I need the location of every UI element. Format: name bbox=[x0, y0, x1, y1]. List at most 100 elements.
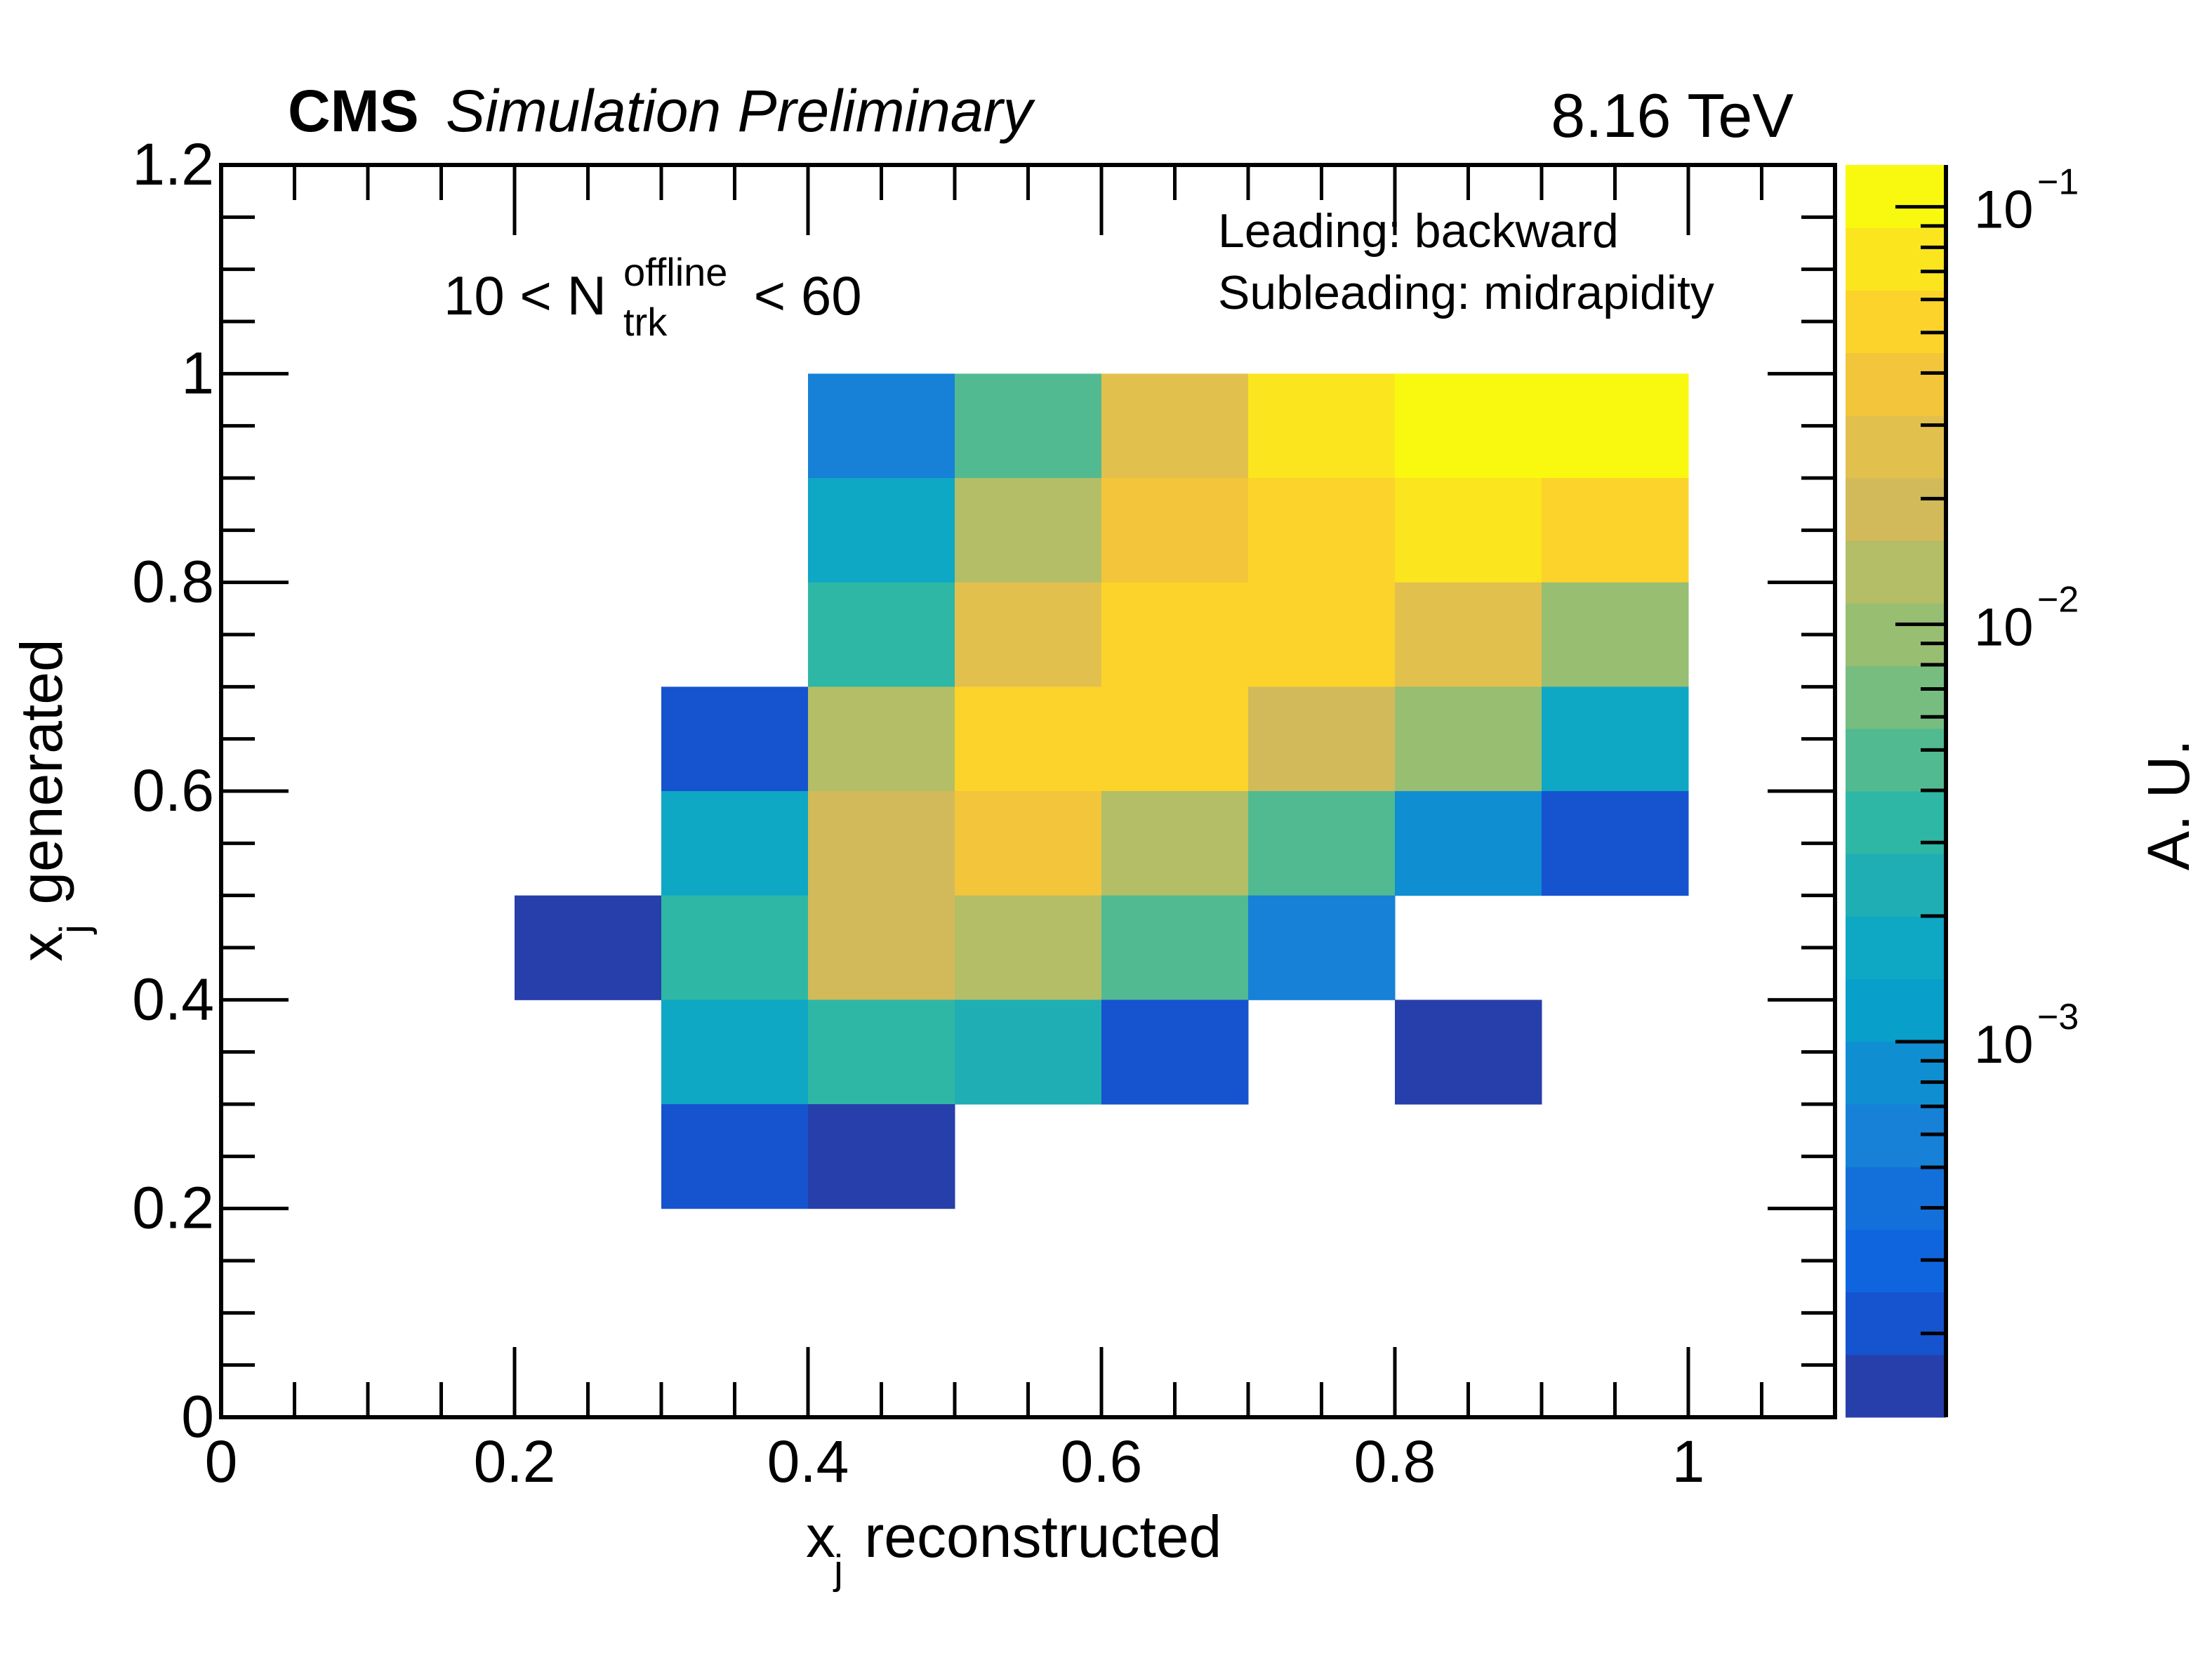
heatmap-cell bbox=[808, 687, 955, 792]
y-tick-label: 1.2 bbox=[132, 131, 214, 197]
multiplicity-prefix: 10 < N bbox=[444, 265, 607, 326]
heatmap-cell bbox=[1542, 791, 1689, 896]
heatmap-cell bbox=[1101, 478, 1249, 583]
y-tick-label: 0.6 bbox=[132, 757, 214, 823]
colorbar-band bbox=[1846, 1354, 1946, 1418]
heatmap-cell bbox=[808, 1104, 955, 1209]
colorbar-band bbox=[1846, 1167, 1946, 1230]
heatmap-cell bbox=[1542, 373, 1689, 479]
y-tick-label: 0.4 bbox=[132, 966, 214, 1032]
colorbar-band bbox=[1846, 979, 1946, 1042]
heatmap-cell bbox=[955, 478, 1102, 583]
heatmap-cell bbox=[1248, 478, 1396, 583]
colorbar-band bbox=[1846, 603, 1946, 667]
heatmap-cell bbox=[808, 791, 955, 896]
heatmap-cell bbox=[661, 1104, 809, 1209]
x-tick-label: 0.2 bbox=[474, 1428, 556, 1494]
y-tick-label: 1 bbox=[181, 340, 214, 406]
tick-labels: 0 0.2 0.4 0.6 0.8 100.20.40.60.811.210 −110 −21… bbox=[132, 131, 2079, 1494]
colorbar-band bbox=[1846, 791, 1946, 854]
colorbar-band bbox=[1846, 227, 1946, 291]
x-tick-label: 0.8 bbox=[1354, 1428, 1436, 1494]
heatmap-cell bbox=[808, 1000, 955, 1105]
y-axis-title-sub: j bbox=[52, 924, 98, 935]
multiplicity-sub: trk bbox=[623, 300, 668, 344]
colorbar-band bbox=[1846, 1292, 1946, 1355]
heatmap-cell bbox=[1542, 478, 1689, 583]
heatmap-cell bbox=[1395, 687, 1542, 792]
heatmap-cell bbox=[808, 373, 955, 479]
heatmap-cell bbox=[955, 1000, 1102, 1105]
heatmap-cell bbox=[955, 895, 1102, 1000]
heatmap-cell bbox=[955, 687, 1102, 792]
heatmap-cell bbox=[1395, 373, 1542, 479]
heatmap-cell bbox=[515, 895, 662, 1000]
x-tick-label: 0.4 bbox=[767, 1428, 849, 1494]
heatmap-cell bbox=[955, 582, 1102, 687]
colorbar-band bbox=[1846, 665, 1946, 729]
colorbar-tick-label: 10 bbox=[1974, 597, 2034, 657]
x-axis-title-sub: j bbox=[833, 1547, 843, 1593]
heatmap-cell bbox=[1395, 582, 1542, 687]
y-tick-label: 0.8 bbox=[132, 549, 214, 615]
colorbar-band bbox=[1846, 854, 1946, 917]
colorbar-band bbox=[1846, 165, 1946, 228]
colorbar-tick-exponent: −1 bbox=[2037, 162, 2079, 203]
heatmap-cell bbox=[1542, 687, 1689, 792]
heatmap-cell bbox=[808, 895, 955, 1000]
x-tick-label: 0 bbox=[205, 1428, 238, 1494]
heatmap-cell bbox=[1248, 895, 1396, 1000]
colorbar-band bbox=[1846, 1041, 1946, 1105]
heatmap-cell bbox=[661, 1000, 809, 1105]
colorbar-band bbox=[1846, 540, 1946, 604]
heatmap-cell bbox=[955, 373, 1102, 479]
heatmap-cell bbox=[1101, 582, 1249, 687]
legend-leading: Leading: backward bbox=[1218, 204, 1619, 258]
y-axis-title-rest: generated bbox=[8, 639, 74, 921]
colorbar-tick-exponent: −3 bbox=[2037, 997, 2079, 1037]
multiplicity-sup: offline bbox=[623, 250, 727, 294]
heatmap-cell bbox=[1248, 791, 1396, 896]
heatmap-cell bbox=[1248, 582, 1396, 687]
heatmap-cell bbox=[1101, 791, 1249, 896]
heatmap-cell bbox=[1395, 791, 1542, 896]
heatmap-cell bbox=[1395, 478, 1542, 583]
heatmap-cell bbox=[1101, 373, 1249, 479]
heatmap-cell bbox=[808, 478, 955, 583]
heatmap-cell bbox=[955, 791, 1102, 896]
heatmap-cell bbox=[1248, 373, 1396, 479]
colorbar-band bbox=[1846, 916, 1946, 980]
z-axis-title: A. U. bbox=[2135, 739, 2201, 870]
y-axis-title: x j generated bbox=[8, 639, 98, 962]
colorbar-tick-label: 10 bbox=[1974, 1015, 2034, 1075]
multiplicity-suffix: < 60 bbox=[739, 265, 862, 326]
experiment-label: CMS bbox=[288, 78, 419, 144]
colorbar-tick-exponent: −2 bbox=[2037, 579, 2079, 620]
y-tick-label: 0.2 bbox=[132, 1175, 214, 1241]
multiplicity-label: 10 < N bbox=[444, 265, 607, 326]
z-axis-title-group: A. U. bbox=[2135, 739, 2201, 870]
x-axis-title-main: x bbox=[806, 1504, 835, 1570]
heatmap-cell bbox=[1395, 1000, 1542, 1105]
colorbar-tick-label: 10 bbox=[1974, 180, 2034, 240]
heatmap-cell bbox=[1101, 1000, 1249, 1105]
y-tick-label: 0 bbox=[181, 1384, 214, 1450]
heatmap-cell bbox=[1542, 582, 1689, 687]
heatmap-cell bbox=[1248, 687, 1396, 792]
axes bbox=[219, 163, 1837, 1419]
legend-subleading: Subleading: midrapidity bbox=[1218, 266, 1714, 319]
colorbar bbox=[1846, 165, 1948, 1418]
y-axis-title-main: x bbox=[8, 932, 74, 962]
heatmap-cell bbox=[1101, 687, 1249, 792]
colorbar-band bbox=[1846, 728, 1946, 792]
colorbar-band bbox=[1846, 352, 1946, 416]
heatmap-cell bbox=[1101, 895, 1249, 1000]
x-axis-title-rest: reconstructed bbox=[848, 1504, 1221, 1570]
heatmap-cell bbox=[808, 582, 955, 687]
colorbar-band bbox=[1846, 478, 1946, 541]
status-label: Simulation Preliminary bbox=[446, 78, 1036, 144]
x-tick-label: 0.6 bbox=[1061, 1428, 1143, 1494]
heatmap-cells bbox=[515, 373, 1689, 1209]
x-tick-label: 1 bbox=[1672, 1428, 1705, 1494]
